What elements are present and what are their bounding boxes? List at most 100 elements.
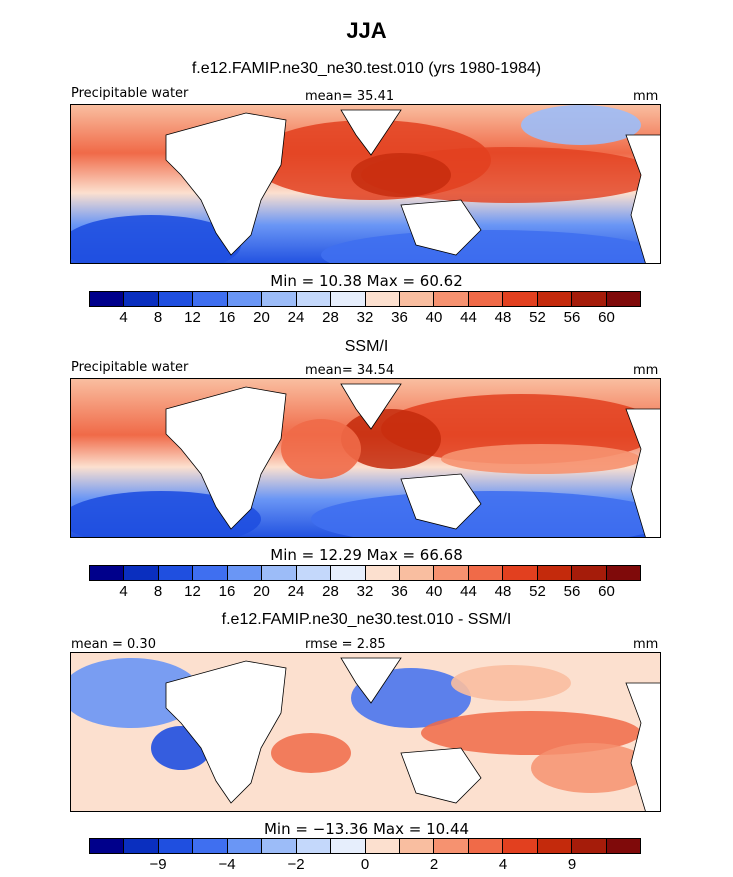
colorbar-box <box>262 566 297 580</box>
panel3-units-label: mm <box>633 637 659 652</box>
panel2-min-max: Min = 12.29 Max = 66.68 <box>270 546 463 564</box>
colorbar-box <box>124 292 159 306</box>
panel1-map <box>70 104 661 264</box>
colorbar-box <box>193 292 228 306</box>
panel1-africa-land <box>165 112 287 256</box>
colorbar-box <box>193 566 228 580</box>
colorbar-box <box>399 839 435 853</box>
panel3-americas-land <box>625 682 660 811</box>
colorbar-tick-label: 56 <box>563 309 581 326</box>
panel3-australia-land <box>400 747 482 804</box>
panel3-southeast-positive <box>531 743 651 793</box>
colorbar-box <box>434 566 469 580</box>
panel1-americas-land <box>625 134 660 263</box>
colorbar-box <box>572 839 607 853</box>
colorbar-tick-label: 4 <box>119 309 128 326</box>
colorbar-box <box>606 292 640 306</box>
colorbar-box <box>193 839 228 853</box>
colorbar-box <box>503 566 538 580</box>
panel3-africa-land <box>165 660 287 804</box>
colorbar-box <box>537 566 573 580</box>
colorbar-tick-label: 24 <box>287 309 305 326</box>
colorbar-tick-label: 32 <box>356 583 374 600</box>
colorbar-box <box>296 292 332 306</box>
panel2-indian-ocean-moist <box>281 419 361 479</box>
panel1-pacific-dry-zone <box>521 105 641 145</box>
colorbar-tick-label: 56 <box>563 583 581 600</box>
colorbar-tick-label: −2 <box>287 856 305 873</box>
colorbar-tick-label: 16 <box>218 309 236 326</box>
colorbar-box <box>365 292 400 306</box>
colorbar-tick-label: 2 <box>429 856 439 873</box>
colorbar-tick-label: 48 <box>494 309 512 326</box>
colorbar-tick-label: 20 <box>253 583 270 600</box>
colorbar-tick-label: 52 <box>529 309 546 326</box>
colorbar-tick-label: 60 <box>598 309 615 326</box>
panel3-subtitle: f.e12.FAMIP.ne30_ne30.test.010 - SSM/I <box>221 611 512 628</box>
colorbar-box <box>537 839 573 853</box>
colorbar-tick-label: −4 <box>218 856 236 873</box>
colorbar-tick-label: 28 <box>322 583 339 600</box>
panel1-atlantic-dry-zone <box>71 215 241 263</box>
panel2-warm-pool <box>341 409 441 469</box>
colorbar-box <box>537 292 573 306</box>
colorbar-tick-label: 4 <box>498 856 508 873</box>
colorbar-box <box>606 839 640 853</box>
panel1-australia-land <box>400 199 482 256</box>
colorbar-box <box>434 292 469 306</box>
colorbar-tick-label: 52 <box>529 583 546 600</box>
colorbar-tick-label: 60 <box>598 583 615 600</box>
panel2-australia-land <box>400 473 482 530</box>
colorbar-tick-label: −9 <box>149 856 167 873</box>
colorbar-box <box>227 839 263 853</box>
colorbar-tick-label: 40 <box>425 309 443 326</box>
colorbar-box <box>468 839 504 853</box>
colorbar-box <box>262 292 297 306</box>
panel2-variable-label: Precipitable water <box>71 360 189 375</box>
panel3-rmse-label: rmse = 2.85 <box>305 637 386 652</box>
panel1-subtitle: f.e12.FAMIP.ne30_ne30.test.010 (yrs 1980… <box>191 60 542 77</box>
colorbar-tick-label: 36 <box>391 309 408 326</box>
colorbar-box <box>503 292 538 306</box>
panel3-mean-label: mean = 0.30 <box>71 637 156 652</box>
panel2-africa-land <box>165 386 287 530</box>
colorbar-tick-label: 36 <box>391 583 408 600</box>
panel1-mean-label: mean= 35.41 <box>305 89 395 104</box>
colorbar-box <box>227 292 263 306</box>
colorbar-tick-label: 16 <box>218 583 236 600</box>
colorbar-box <box>572 292 607 306</box>
panel2-americas-land <box>625 408 660 537</box>
panel3-india-land <box>340 657 402 704</box>
colorbar-box <box>606 566 640 580</box>
colorbar-box <box>399 292 435 306</box>
panel2-subtitle: SSM/I <box>344 338 389 355</box>
colorbar-tick-label: 48 <box>494 583 512 600</box>
panel2-mean-label: mean= 34.54 <box>305 363 395 378</box>
panel3-map <box>70 652 661 812</box>
colorbar-box <box>572 566 607 580</box>
colorbar-tick-label: 8 <box>153 309 163 326</box>
colorbar-tick-label: 9 <box>567 856 577 873</box>
panel1-colorbar <box>89 291 641 307</box>
colorbar-tick-label: 4 <box>119 583 128 600</box>
colorbar-box <box>468 292 504 306</box>
panel2-south-dry-zone <box>311 491 660 537</box>
panel3-indian-ocean-positive <box>271 733 351 773</box>
panel1-variable-label: Precipitable water <box>71 86 189 101</box>
colorbar-tick-label: 20 <box>253 309 270 326</box>
colorbar-box <box>331 566 366 580</box>
colorbar-box <box>227 566 263 580</box>
panel2-units-label: mm <box>633 363 659 378</box>
panel1-south-dry-zone <box>321 230 660 263</box>
panel2-colorbar-ticks: 4 8 12 16 20 24 28 32 36 40 44 48 52 56 60 <box>89 583 641 601</box>
colorbar-box <box>331 292 366 306</box>
colorbar-tick-label: 12 <box>184 309 201 326</box>
colorbar-box <box>124 566 159 580</box>
colorbar-box <box>399 566 435 580</box>
colorbar-box <box>296 566 332 580</box>
figure-title: JJA <box>346 18 387 43</box>
colorbar-box <box>434 839 469 853</box>
panel3-north-pacific-positive <box>451 665 571 701</box>
colorbar-box <box>365 839 400 853</box>
panel1-min-max: Min = 10.38 Max = 60.62 <box>270 272 463 290</box>
